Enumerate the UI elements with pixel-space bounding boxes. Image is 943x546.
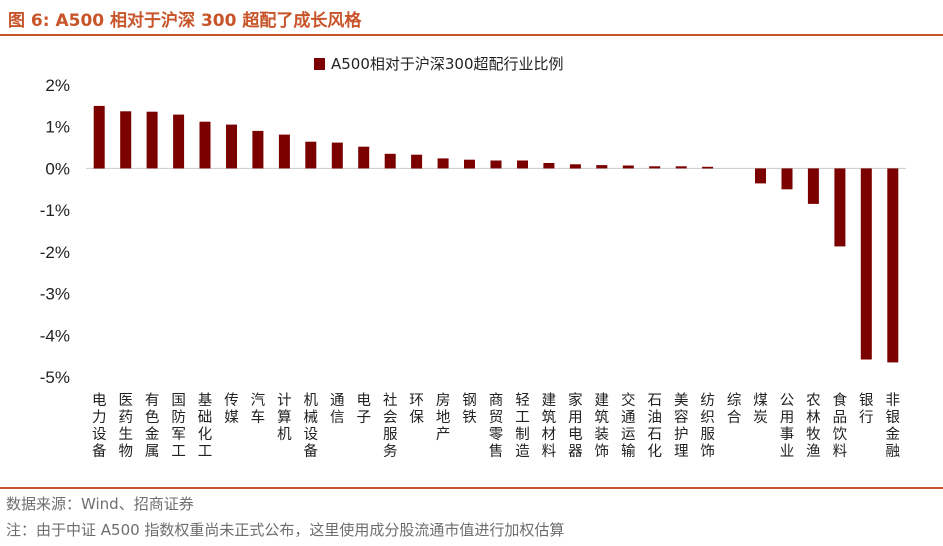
x-tick-label: 基础化工 xyxy=(198,392,213,460)
x-tick-label: 建筑材料 xyxy=(542,392,557,460)
x-tick-label: 综合 xyxy=(727,392,742,426)
bar xyxy=(649,166,661,169)
bar xyxy=(278,134,290,169)
x-tick-label: 交通运输 xyxy=(621,391,636,460)
bar xyxy=(596,165,608,169)
bar xyxy=(120,111,132,169)
legend-label: A500相对于沪深300超配行业比例 xyxy=(331,55,564,73)
x-tick-label: 建筑装饰 xyxy=(595,392,610,460)
x-tick-label: 煤炭 xyxy=(753,392,768,426)
bars xyxy=(93,105,899,363)
x-tick-label: 食品饮料 xyxy=(833,392,848,460)
x-tick-label: 非银金融 xyxy=(886,392,901,460)
bar-chart: A500相对于沪深300超配行业比例 2% 1% 0% -1% -2% -3% -4% -5%… xyxy=(40,55,906,460)
bar xyxy=(199,121,211,169)
data-source: 数据来源：Wind、招商证券 xyxy=(6,495,194,513)
y-tick-label: 2% xyxy=(45,76,70,95)
x-tick-label: 石油石化 xyxy=(647,393,662,460)
x-tick-label: 家用电器 xyxy=(568,392,583,460)
bar xyxy=(490,160,502,169)
y-tick-label: -4% xyxy=(40,326,70,345)
y-tick-label: -2% xyxy=(40,243,70,262)
bar xyxy=(517,160,528,169)
y-tick-label: -3% xyxy=(40,285,70,304)
bar xyxy=(755,168,766,184)
bar xyxy=(437,158,449,169)
bar xyxy=(834,168,846,247)
bar xyxy=(622,165,634,169)
x-tick-label: 电子 xyxy=(356,392,371,426)
bar xyxy=(305,141,317,169)
footer-rule xyxy=(0,487,943,489)
x-tick-label: 银行 xyxy=(859,392,874,426)
y-tick-label: 0% xyxy=(45,159,70,178)
bar xyxy=(860,168,872,360)
y-tick-label: -1% xyxy=(40,201,70,220)
bar xyxy=(569,164,581,169)
bar xyxy=(226,124,237,169)
x-tick-label: 汽车 xyxy=(251,392,266,426)
x-tick-label: 农林牧渔 xyxy=(806,392,821,460)
x-tick-label: 计算机 xyxy=(277,392,292,443)
footnote: 注：由于中证 A500 指数权重尚未正式公布，这里使用成分股流通市值进行加权估算 xyxy=(6,521,565,539)
x-tick-label: 电力设备 xyxy=(92,392,107,460)
x-tick-label: 美容护理 xyxy=(674,392,689,460)
y-tick-label: 1% xyxy=(45,118,70,137)
bar xyxy=(331,142,343,169)
legend-swatch xyxy=(314,58,325,70)
bar xyxy=(93,105,105,169)
x-tick-label: 钢铁 xyxy=(462,392,477,426)
figure-title: 图 6: A500 相对于沪深 300 超配了成长风格 xyxy=(8,11,362,31)
chart-legend: A500相对于沪深300超配行业比例 xyxy=(314,55,564,73)
x-tick-label: 医药生物 xyxy=(118,393,133,460)
x-tick-label: 房地产 xyxy=(436,392,451,443)
x-tick-label: 通信 xyxy=(330,392,345,426)
bar xyxy=(702,166,714,169)
x-axis-labels: 电力设备医药生物有色金属国防军工基础化工传媒汽车计算机机械设备通信电子社会服务环… xyxy=(92,391,901,460)
x-tick-label: 有色金属 xyxy=(145,392,160,460)
bar xyxy=(384,153,396,169)
x-tick-label: 传媒 xyxy=(224,392,239,426)
bar xyxy=(411,154,423,169)
bar xyxy=(781,168,793,190)
bar xyxy=(807,168,819,204)
bar xyxy=(543,163,555,169)
bar xyxy=(173,114,185,169)
x-tick-label: 环保 xyxy=(409,393,424,426)
bar xyxy=(252,130,264,169)
x-tick-label: 国防军工 xyxy=(171,393,186,460)
bar xyxy=(464,159,475,169)
bar xyxy=(675,166,687,169)
title-rule xyxy=(0,34,943,36)
y-axis: 2% 1% 0% -1% -2% -3% -4% -5% xyxy=(40,76,906,387)
bar xyxy=(146,111,158,169)
x-tick-label: 商贸零售 xyxy=(489,392,504,460)
y-tick-label: -5% xyxy=(40,368,70,387)
x-tick-label: 纺织服饰 xyxy=(700,392,715,460)
x-tick-label: 社会服务 xyxy=(383,392,398,460)
x-tick-label: 轻工制造 xyxy=(515,392,530,460)
x-tick-label: 机械设备 xyxy=(304,392,319,460)
bar xyxy=(358,146,370,169)
x-tick-label: 公用事业 xyxy=(780,393,795,460)
bar xyxy=(887,168,899,363)
